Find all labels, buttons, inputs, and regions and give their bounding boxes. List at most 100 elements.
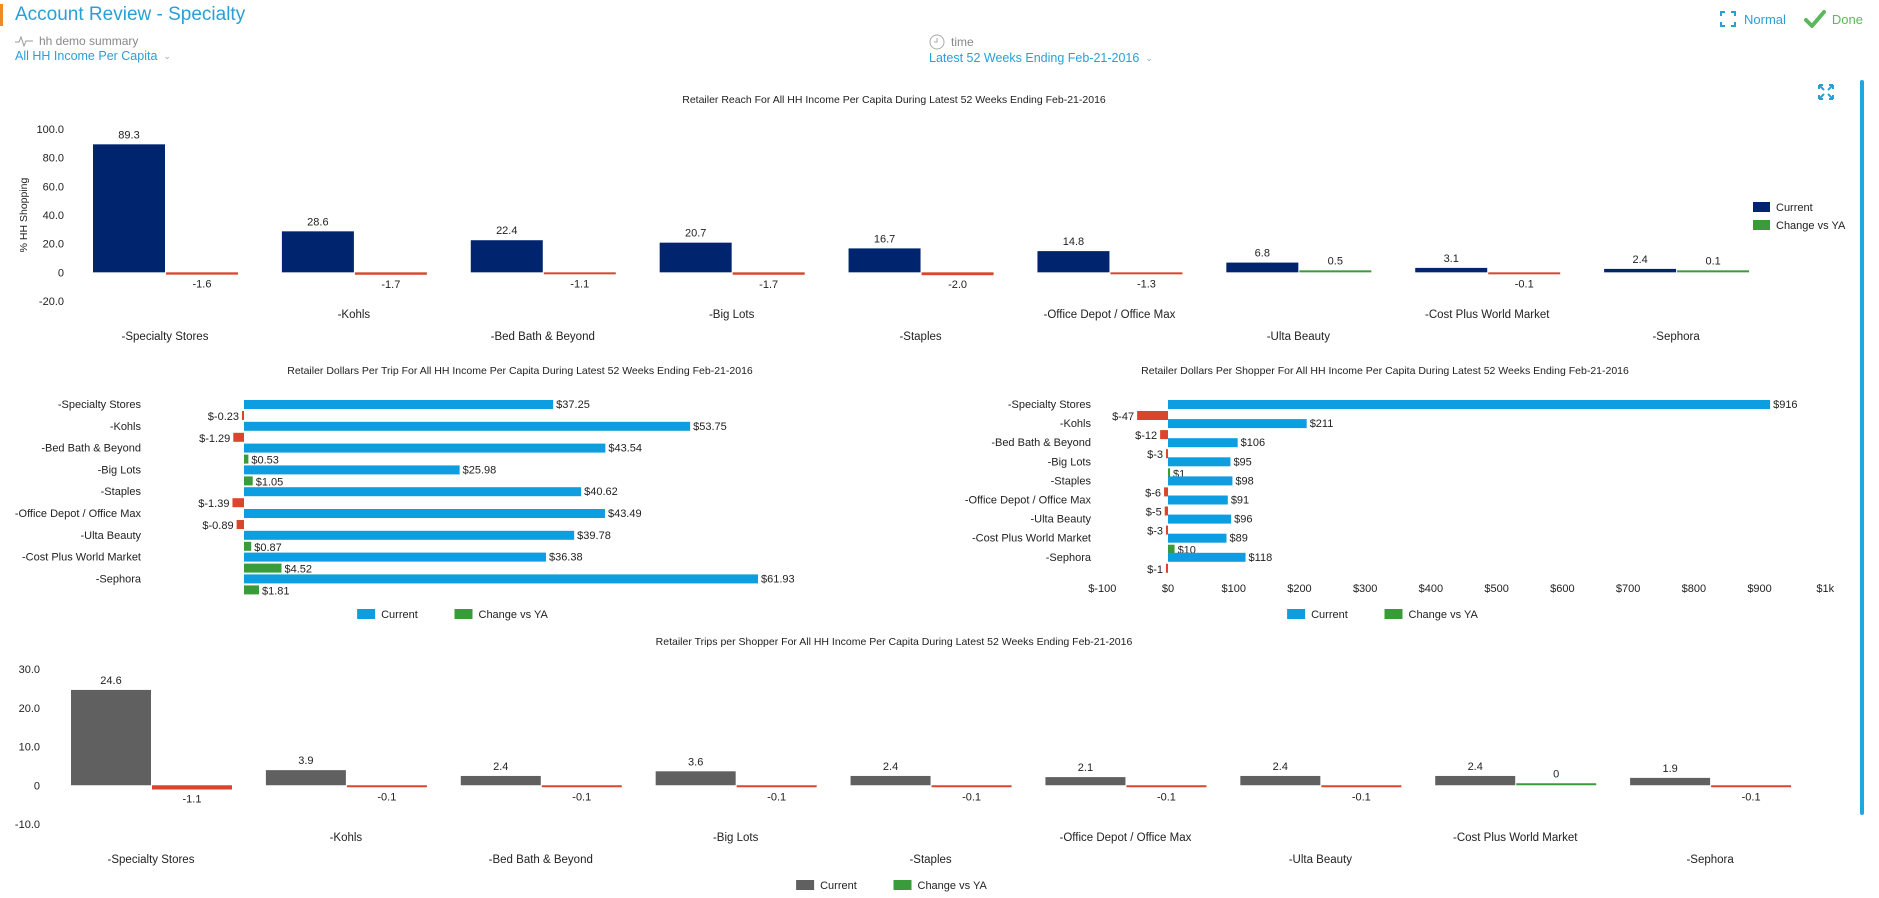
filter-hh-demo-dropdown[interactable]: All HH Income Per Capita ⌄ (15, 49, 171, 63)
bar-change (1516, 783, 1597, 786)
data-label-current: 2.4 (1632, 254, 1647, 266)
data-label-change: -0.1 (767, 791, 786, 803)
filter-hh-demo-value[interactable]: All HH Income Per Capita (15, 49, 158, 63)
legend-swatch (357, 609, 376, 619)
data-label-current: $916 (1773, 399, 1797, 411)
data-label-change: -0.1 (1515, 278, 1534, 290)
category-label: -Ulta Beauty (1267, 331, 1331, 343)
legend-item: Change vs YA (1384, 609, 1478, 621)
normal-view-label[interactable]: Normal (1744, 11, 1786, 27)
bar-change (1160, 430, 1168, 440)
category-label: -Specialty Stores (108, 854, 195, 866)
legend-item: Current (796, 880, 857, 892)
category-label: -Bed Bath & Beyond (991, 437, 1091, 449)
page-title: Account Review - Specialty (15, 4, 246, 25)
bar-change (242, 411, 244, 420)
bar-current (265, 770, 346, 786)
bar-current (244, 487, 582, 497)
vertical-scrollbar[interactable] (1860, 80, 1864, 815)
bar-current (1168, 495, 1228, 505)
category-label: -Sephora (1652, 331, 1700, 343)
chart-reach: Retailer Reach For All HH Income Per Cap… (18, 94, 1846, 343)
data-label-change: -0.1 (1742, 791, 1761, 803)
category-label: -Staples (909, 854, 951, 866)
data-label-current: 3.9 (298, 755, 313, 767)
bar-change (244, 541, 252, 551)
legend-swatch (454, 609, 473, 619)
bar-current (244, 400, 554, 409)
data-label-current: $43.54 (608, 443, 642, 455)
done-label[interactable]: Done (1831, 11, 1863, 27)
data-label-current: $25.98 (463, 464, 497, 476)
filter-time-dropdown[interactable]: Latest 52 Weeks Ending Feb-21-2016 ⌄ (929, 51, 1153, 65)
bar-change (1166, 449, 1168, 459)
legend-label: Current (381, 609, 418, 621)
legend-swatch (1753, 220, 1770, 230)
y-tick-label: 0 (34, 780, 40, 792)
bar-current (655, 771, 736, 786)
category-label: -Office Depot / Office Max (15, 508, 142, 520)
bar-change (1166, 525, 1168, 535)
legend-label: Change vs YA (1776, 220, 1846, 232)
legend-swatch (796, 880, 815, 890)
chevron-down-icon[interactable]: ⌄ (1145, 52, 1153, 63)
bar-current (244, 574, 759, 584)
bar-current (1435, 775, 1516, 786)
category-label: -Cost Plus World Market (972, 533, 1091, 545)
data-label-current: $106 (1241, 437, 1265, 449)
data-label-change: 0 (1553, 768, 1559, 780)
data-label-change: -1.3 (1137, 278, 1156, 290)
legend-label: Change vs YA (918, 880, 988, 892)
y-tick-label: 10.0 (19, 742, 40, 754)
expand-chart-button[interactable] (1818, 84, 1834, 105)
data-label-change: -2.0 (948, 279, 967, 291)
data-label-change: $-5 (1146, 507, 1162, 519)
data-label-change: -0.1 (1352, 791, 1371, 803)
legend-swatch (893, 880, 912, 890)
done-button[interactable]: Done (1803, 9, 1863, 29)
bar-change (1126, 785, 1207, 788)
data-label-current: 2.4 (1273, 761, 1288, 773)
bar-current (1168, 514, 1232, 524)
data-label-change: -0.1 (1157, 791, 1176, 803)
bar-change (1711, 785, 1792, 788)
filter-time-label-row: time (929, 34, 1153, 50)
filter-hh-demo-label-row: hh demo summary (15, 34, 171, 48)
top-actions: Normal Done (1720, 9, 1863, 29)
y-axis-label: % HH Shopping (18, 177, 30, 252)
category-label: -Specialty Stores (58, 399, 142, 411)
filter-time-value[interactable]: Latest 52 Weeks Ending Feb-21-2016 (929, 51, 1140, 65)
bar-current (1168, 400, 1771, 409)
bar-current (850, 775, 931, 786)
y-tick-label: 20.0 (43, 239, 64, 251)
category-label: -Bed Bath & Beyond (491, 331, 595, 343)
data-label-current: $61.93 (761, 573, 795, 585)
category-label: -Specialty Stores (122, 331, 209, 343)
normal-view-button[interactable]: Normal (1720, 11, 1786, 27)
legend-label: Current (1776, 202, 1813, 214)
data-label-change: $1.05 (256, 476, 284, 488)
bar-change (152, 785, 232, 790)
legend-label: Change vs YA (479, 609, 549, 621)
data-label-change: -1.6 (193, 279, 212, 291)
category-label: -Staples (101, 486, 142, 498)
bar-current (470, 240, 543, 273)
data-label-current: 28.6 (307, 216, 328, 228)
y-tick-label: 80.0 (43, 153, 64, 165)
data-label-current: 89.3 (118, 129, 139, 141)
data-label-change: $-1 (1147, 564, 1163, 576)
bar-current (244, 465, 460, 475)
bar-change (1110, 272, 1183, 275)
data-label-current: $37.25 (556, 399, 590, 411)
data-label-current: $96 (1234, 514, 1252, 526)
category-label: -Kohls (330, 832, 363, 844)
filter-hh-demo: hh demo summary All HH Income Per Capita… (15, 34, 171, 63)
bar-change (244, 585, 260, 595)
bar-change (541, 785, 622, 788)
data-label-current: $40.62 (584, 486, 618, 498)
bar-change (736, 785, 817, 788)
chevron-down-icon[interactable]: ⌄ (163, 50, 171, 61)
category-label: -Sephora (96, 573, 142, 585)
category-label: -Kohls (338, 309, 371, 321)
